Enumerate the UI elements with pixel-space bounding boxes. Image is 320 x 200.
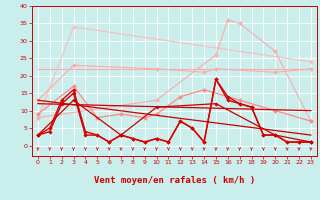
X-axis label: Vent moyen/en rafales ( km/h ): Vent moyen/en rafales ( km/h ) [94, 176, 255, 185]
